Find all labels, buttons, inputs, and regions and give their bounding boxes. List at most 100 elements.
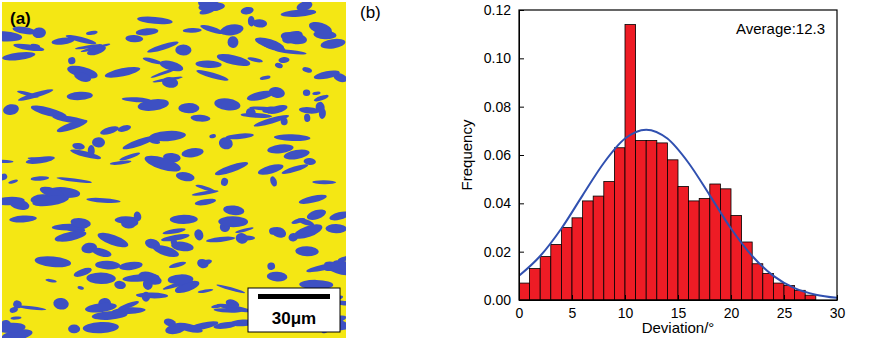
phase-blob xyxy=(73,70,92,83)
phase-blob xyxy=(92,137,105,147)
x-tick-mark xyxy=(784,295,785,300)
y-tick: 0.00 xyxy=(484,292,524,308)
phase-blob xyxy=(247,56,263,63)
phase-blob xyxy=(313,69,340,81)
phase-blob xyxy=(209,133,216,138)
scale-bar-line xyxy=(258,294,330,299)
phase-blob xyxy=(262,106,280,114)
x-tick-label: 5 xyxy=(569,305,577,321)
y-tick: 0.08 xyxy=(484,99,524,115)
phase-blob xyxy=(193,228,205,241)
phase-blob xyxy=(119,260,144,271)
phase-blob xyxy=(312,91,321,95)
phase-blob xyxy=(197,288,213,294)
phase-blob xyxy=(125,35,143,43)
phase-blob xyxy=(9,306,19,314)
phase-blob xyxy=(2,50,36,61)
phase-blob xyxy=(218,136,234,150)
phase-blob xyxy=(303,158,316,166)
phase-blob xyxy=(25,155,55,166)
phase-blob xyxy=(199,23,224,36)
plot-frame xyxy=(519,10,837,300)
scale-bar-box xyxy=(248,288,340,332)
phase-blob xyxy=(34,255,72,269)
y-tick-mark xyxy=(519,155,524,156)
y-tick-label: 0.04 xyxy=(484,195,511,211)
phase-blob xyxy=(246,89,274,103)
phase-blob xyxy=(206,236,236,244)
phase-blob xyxy=(150,66,179,79)
phase-blob xyxy=(2,103,20,116)
x-tick: 25 xyxy=(777,295,793,321)
y-tick: 0.06 xyxy=(484,147,524,163)
y-tick-mark xyxy=(519,203,524,204)
phase-blob xyxy=(137,15,173,25)
phase-blob xyxy=(70,217,92,229)
phase-blob xyxy=(267,271,288,282)
phase-blob xyxy=(194,197,216,206)
phase-blob xyxy=(72,142,85,150)
phase-blob xyxy=(197,258,212,267)
y-tick: 0.10 xyxy=(484,50,524,66)
x-tick-label: 20 xyxy=(724,305,740,321)
x-tick-mark xyxy=(731,295,732,300)
bar xyxy=(657,143,668,300)
bar xyxy=(636,141,647,301)
x-axis-line xyxy=(520,300,838,301)
x-tick-mark xyxy=(625,295,626,300)
phase-blob xyxy=(161,76,178,89)
x-tick: 30 xyxy=(830,295,846,321)
phase-blob xyxy=(280,30,308,46)
scale-bar-label: 30μm xyxy=(272,309,316,328)
phase-blob xyxy=(91,246,113,259)
phase-blob xyxy=(220,23,245,37)
phase-blob xyxy=(298,193,327,206)
phase-blob xyxy=(86,44,107,57)
y-tick: 0.04 xyxy=(484,195,524,211)
phase-blob xyxy=(136,292,168,299)
phase-blob xyxy=(86,272,116,284)
phase-blob xyxy=(235,232,249,245)
phase-blob xyxy=(30,176,49,182)
y-tick: 0.02 xyxy=(484,244,524,260)
phase-blob xyxy=(318,108,326,119)
phase-blob xyxy=(240,6,254,15)
bar xyxy=(678,186,689,300)
x-tick: 5 xyxy=(569,295,577,321)
phase-blob xyxy=(214,97,242,112)
phase-blob xyxy=(170,215,198,224)
bar xyxy=(667,160,678,300)
phase-blob xyxy=(77,285,84,290)
x-tick-mark xyxy=(837,295,838,300)
phase-blob xyxy=(178,103,199,113)
phase-blob xyxy=(119,151,141,162)
phase-blob xyxy=(313,94,329,103)
phase-blob xyxy=(70,148,102,162)
phase-blob xyxy=(216,283,246,294)
phase-blob xyxy=(144,237,161,250)
bar xyxy=(710,184,721,300)
phase-blob xyxy=(183,28,202,34)
bar xyxy=(530,269,541,300)
y-tick-label: 0.12 xyxy=(484,2,511,18)
x-tick-mark xyxy=(678,295,679,300)
phase-blob xyxy=(225,298,241,310)
bar xyxy=(519,283,530,300)
phase-blob xyxy=(84,301,117,314)
bar xyxy=(561,228,572,301)
phase-blob xyxy=(235,226,254,234)
phase-blob xyxy=(283,148,310,161)
bar xyxy=(752,264,763,300)
phase-blob xyxy=(56,117,89,134)
bar xyxy=(625,25,636,301)
phase-blob xyxy=(295,246,319,257)
phase-blob xyxy=(259,75,270,81)
panel-label: (b) xyxy=(360,3,381,22)
phase-blob xyxy=(190,114,210,122)
x-tick: 20 xyxy=(724,295,740,321)
phase-blob xyxy=(196,68,230,83)
phase-blob xyxy=(320,37,346,50)
phase-blob xyxy=(175,44,191,55)
bar xyxy=(720,189,731,300)
y-tick-label: 0.00 xyxy=(484,292,511,308)
